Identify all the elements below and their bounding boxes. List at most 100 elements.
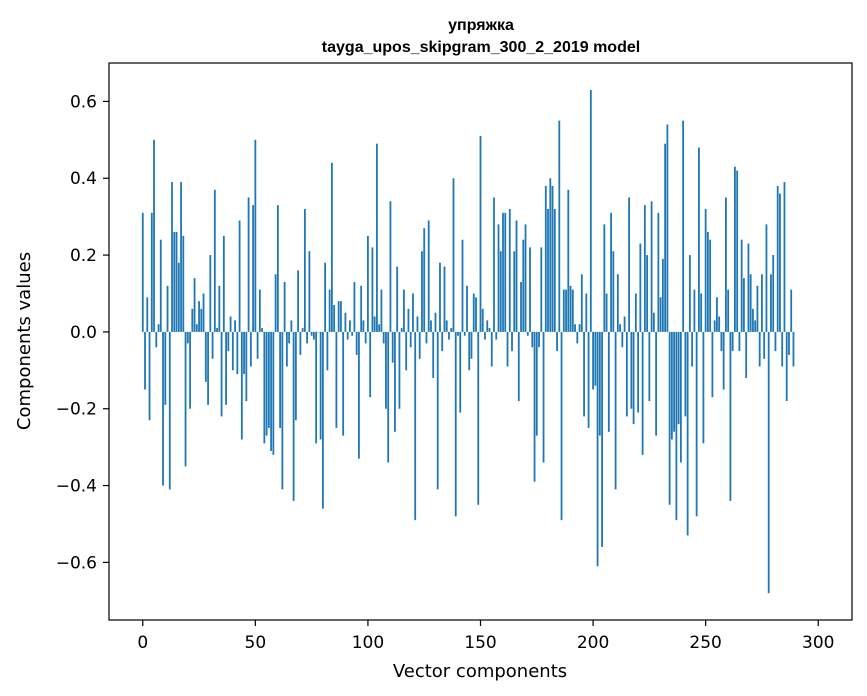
bar <box>756 285 759 332</box>
bar <box>493 197 495 332</box>
bar <box>396 266 399 332</box>
bar <box>184 331 187 467</box>
bar <box>180 182 182 332</box>
bar <box>355 331 358 355</box>
bar <box>155 331 158 348</box>
bar <box>466 285 468 332</box>
bar <box>198 301 200 332</box>
bar <box>661 258 664 332</box>
bar <box>358 331 360 459</box>
bar <box>632 331 635 425</box>
y-tick-label: 0.4 <box>70 169 97 189</box>
bar <box>716 297 718 332</box>
bar <box>686 331 689 536</box>
bar <box>776 185 779 332</box>
x-tick-label: 250 <box>689 633 721 653</box>
bar <box>738 331 741 352</box>
bar <box>204 331 207 382</box>
bar <box>598 331 601 436</box>
bar <box>486 320 489 332</box>
bar <box>783 182 786 332</box>
bar <box>362 320 365 332</box>
bar <box>585 293 588 332</box>
bar <box>409 331 412 348</box>
bar <box>592 331 594 390</box>
bar <box>634 293 637 332</box>
bar <box>297 270 300 332</box>
bar <box>146 297 149 332</box>
bar <box>612 251 615 332</box>
bar <box>436 331 439 490</box>
bar <box>292 331 295 501</box>
bar <box>310 331 313 336</box>
bar <box>567 189 570 332</box>
bar <box>529 247 531 332</box>
bar <box>526 331 529 336</box>
bar <box>511 331 513 352</box>
bar <box>281 331 284 490</box>
bar <box>765 224 768 332</box>
bar <box>720 331 723 352</box>
bar <box>299 331 302 355</box>
bar <box>461 239 464 332</box>
bar <box>177 262 180 332</box>
bar <box>535 331 538 436</box>
bar <box>308 251 311 332</box>
bar <box>283 281 286 332</box>
bar <box>770 274 772 332</box>
bar <box>373 316 376 332</box>
bar <box>691 331 694 367</box>
bar <box>583 331 585 417</box>
bar <box>173 232 176 332</box>
bar <box>781 331 784 367</box>
bar <box>303 208 306 332</box>
bar <box>450 328 453 332</box>
bar <box>274 274 277 332</box>
bar <box>267 331 270 428</box>
bar <box>182 235 185 332</box>
bar <box>193 278 196 332</box>
bar <box>589 89 592 332</box>
bar <box>148 331 151 421</box>
bar <box>441 331 444 352</box>
bar <box>688 255 691 332</box>
bar <box>560 331 563 521</box>
bar <box>652 312 655 332</box>
bar <box>459 331 462 413</box>
bar <box>425 331 428 344</box>
bar <box>328 289 331 332</box>
bar <box>772 255 775 332</box>
bar <box>475 297 477 332</box>
bar <box>276 205 279 332</box>
bar <box>495 331 498 340</box>
x-tick-label: 50 <box>245 633 267 653</box>
bar <box>628 197 630 332</box>
bar <box>389 201 392 332</box>
bar <box>646 255 649 332</box>
bar <box>596 331 599 567</box>
bar <box>252 205 254 332</box>
bar <box>418 331 421 359</box>
bar <box>364 331 367 344</box>
y-tick-label: −0.4 <box>56 477 97 497</box>
bar <box>240 331 243 440</box>
bar <box>481 308 484 332</box>
bar <box>531 331 534 348</box>
x-tick-label: 0 <box>137 633 148 653</box>
bar <box>587 331 590 428</box>
bar <box>234 320 236 332</box>
bar <box>263 331 266 444</box>
bar <box>648 331 651 402</box>
bar <box>229 316 232 332</box>
bar <box>463 331 466 336</box>
bar <box>470 331 473 359</box>
bar <box>321 331 324 509</box>
bar <box>502 212 504 332</box>
bar <box>610 212 612 332</box>
bar <box>407 308 410 332</box>
bar <box>605 293 608 332</box>
bar <box>774 331 777 352</box>
bar <box>621 331 624 348</box>
bar <box>326 331 329 371</box>
bar <box>747 243 750 332</box>
